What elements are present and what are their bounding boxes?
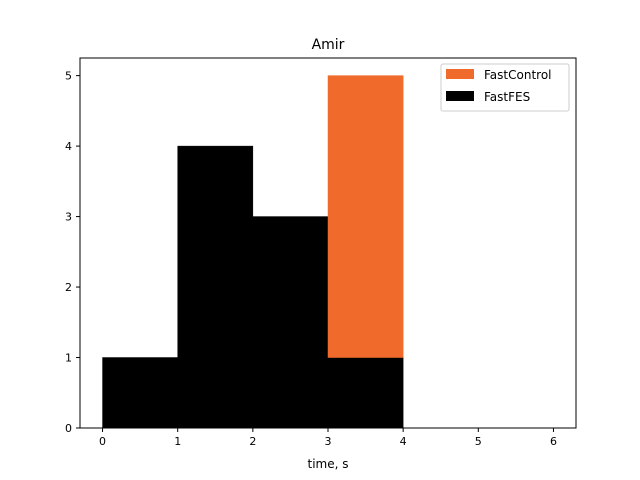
bar-fastcontrol-3 (327, 75, 404, 358)
x-tick-label: 4 (400, 435, 407, 448)
legend-label-fastfes: FastFES (484, 90, 530, 104)
y-tick-label: 0 (65, 422, 72, 435)
chart-title: Amir (312, 37, 345, 53)
y-tick-label: 4 (65, 140, 72, 153)
bar-fastfes-1 (177, 145, 254, 429)
y-tick-label: 1 (65, 352, 72, 365)
y-tick-label: 3 (65, 211, 72, 224)
bar-fastfes-3 (327, 357, 404, 429)
y-tick-label: 2 (65, 281, 72, 294)
x-axis-label: time, s (308, 457, 349, 471)
legend-swatch-fastfes (446, 91, 474, 101)
y-tick-label: 5 (65, 70, 72, 83)
legend: FastControl FastFES (440, 63, 570, 112)
x-tick-label: 3 (325, 435, 332, 448)
x-tick-label: 1 (174, 435, 181, 448)
legend-swatch-fastcontrol (446, 69, 474, 79)
plot-bars (102, 75, 404, 429)
x-tick-label: 0 (99, 435, 106, 448)
x-tick-label: 2 (249, 435, 256, 448)
x-tick-label: 5 (475, 435, 482, 448)
x-axis-ticks: 0 1 2 3 4 5 6 (99, 428, 557, 448)
legend-entries: FastControl FastFES (446, 68, 552, 104)
y-axis-ticks: 0 1 2 3 4 5 (65, 70, 80, 435)
bar-fastfes-2 (252, 216, 329, 429)
bar-fastfes-0 (102, 357, 178, 429)
legend-label-fastcontrol: FastControl (484, 68, 552, 82)
x-tick-label: 6 (550, 435, 557, 448)
